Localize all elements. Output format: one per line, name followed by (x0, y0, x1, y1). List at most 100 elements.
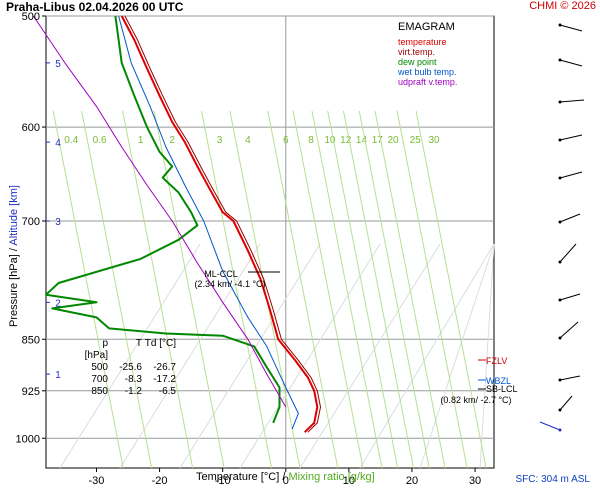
table-cell: 850 (91, 386, 108, 397)
temperature-tick-label: -30 (89, 475, 105, 487)
temperature-tick-label: 20 (406, 475, 418, 487)
series-temperature (120, 15, 319, 433)
wind-barb (559, 213, 581, 223)
temperature-tick-label: -20 (152, 475, 168, 487)
wind-barb-base (558, 23, 562, 27)
mixing-ratio-line (229, 110, 301, 469)
table-cell: -6.5 (158, 386, 176, 397)
dry-adiabat (119, 243, 261, 469)
sounding-table: p [hPa] T Td [°C] 500 -25.6 -26.7 700 -8… (78, 338, 176, 398)
wind-barb-base (558, 336, 562, 340)
table-header: p [hPa] T Td [°C] (78, 338, 176, 362)
pressure-tick-label: 600 (22, 122, 40, 134)
credit: CHMI © 2026 (529, 0, 596, 12)
wind-barb (559, 99, 585, 103)
mixing-ratio-label: 1 (138, 135, 144, 146)
table-header-p: p [hPa] (84, 338, 108, 361)
y-axis-label: Pressure [hPa] / Altitude [km] (8, 166, 20, 346)
mixing-ratio-label: 4 (245, 135, 251, 146)
wind-barb (559, 24, 583, 32)
wind-barb (559, 321, 579, 339)
mixing-ratio-line (374, 110, 446, 469)
plot-area (45, 15, 495, 469)
mixing-ratio-line (81, 110, 153, 469)
table-row: 850 -1.2 -6.5 (78, 386, 176, 398)
wind-barb-base (558, 58, 562, 62)
pressure-tick-label: 925 (22, 386, 40, 398)
table-cell: -8.3 (124, 374, 142, 385)
wind-barb (539, 421, 561, 431)
dry-adiabat (419, 243, 495, 469)
mixing-ratio-label: 10 (324, 135, 336, 146)
pressure-tick-label: 850 (22, 334, 40, 346)
y-axis-label-sep: / (8, 245, 20, 255)
wind-barb-base (558, 428, 562, 432)
altitude-tick-label: 2 (55, 298, 61, 309)
wind-barb-base (558, 378, 562, 382)
mixing-ratio-label: 20 (387, 135, 399, 146)
chart-title: EMAGRAM (398, 21, 455, 33)
wind-barb-base (558, 138, 562, 142)
series-udpraft-v-temp- (32, 15, 287, 408)
mixing-ratio-label: 6 (283, 135, 289, 146)
wind-barb (559, 293, 581, 301)
table-header-t: T (135, 338, 142, 349)
legend-entry: wet bulb temp. (397, 67, 457, 77)
surface-elevation: SFC: 304 m ASL (515, 474, 590, 485)
mixing-ratio-line (343, 110, 414, 469)
mixing-ratio-label: 30 (428, 135, 440, 146)
table-cell: -25.6 (119, 362, 142, 373)
x-axis-label: Temperature [°C] / Mixing ratio [g/kg] (196, 471, 375, 483)
ml-ccl-value: (2.34 km/ -4.1 °C) (194, 279, 265, 289)
temperature-tick-label: 10 (343, 475, 355, 487)
mixing-ratio-label: 25 (410, 135, 422, 146)
temperature-tick-label: 0 (283, 475, 289, 487)
wbzl-label: WBZL (486, 376, 511, 386)
legend-box (392, 18, 488, 90)
wind-barb-base (558, 408, 562, 412)
mixing-ratio-line (327, 110, 399, 469)
temperature-tick-label: 30 (469, 475, 481, 487)
mixing-ratio-line (358, 110, 430, 469)
mixing-ratio-label: 8 (308, 135, 314, 146)
axis-ticks: 500 600 700 850 925 1000 -30 -20 -10 0 10 20 30 1 2 3 4 5 (16, 11, 482, 487)
temperature-tick-label: -10 (215, 475, 231, 487)
sb-lcl-value: (0.82 km/ -2.7 °C) (440, 395, 511, 405)
series-virt-temp- (124, 15, 321, 433)
wind-barb (559, 243, 577, 263)
altitude-tick-label: 5 (55, 59, 61, 70)
page-title: Praha-Libus 02.04.2026 00 UTC (6, 0, 184, 14)
mixing-ratio-line (201, 110, 273, 469)
wind-barb-base (558, 100, 562, 104)
mixing-ratio-label: 14 (356, 135, 368, 146)
mixing-ratio-line (52, 110, 124, 469)
pressure-tick-label: 1000 (16, 433, 40, 445)
wind-barb-base (558, 176, 562, 180)
legend-entry: dew point (398, 57, 437, 67)
mixing-ratio-label: 0.4 (64, 135, 78, 146)
dry-adiabat (239, 243, 381, 469)
mixing-ratio-line (311, 110, 383, 469)
pressure-tick-label: 500 (22, 11, 40, 23)
mixing-ratio-line (396, 110, 468, 469)
table-row: 500 -25.6 -26.7 (78, 362, 176, 374)
wind-barb (559, 395, 573, 411)
mixing-ratio-line (267, 110, 339, 469)
wind-barb-base (558, 298, 562, 302)
wind-barb-base (558, 220, 562, 224)
y-axis-label-altitude: Altitude [km] (8, 185, 20, 246)
annotations: ML-CCL(2.34 km/ -4.1 °C) FZLV WBZLSB-LCL(0… (194, 269, 517, 405)
legend-entry: temperature (398, 37, 447, 47)
ml-ccl-label: ML-CCL (204, 269, 238, 279)
mixing-ratio-lines: 0.4 0.6 1 2 3 4 6 8 10 12 14 17 20 25 30 (52, 110, 487, 469)
x-axis-label-temp: Temperature [°C] (196, 471, 280, 483)
wind-barb (559, 59, 583, 67)
table-header-td: Td [°C] (144, 338, 176, 349)
mixing-ratio-label: 17 (372, 135, 384, 146)
mixing-ratio-label: 3 (217, 135, 223, 146)
wind-barb (559, 134, 583, 141)
wind-barb (559, 171, 583, 179)
table-row: 700 -8.3 -17.2 (78, 374, 176, 386)
pressure-tick-label: 700 (22, 216, 40, 228)
